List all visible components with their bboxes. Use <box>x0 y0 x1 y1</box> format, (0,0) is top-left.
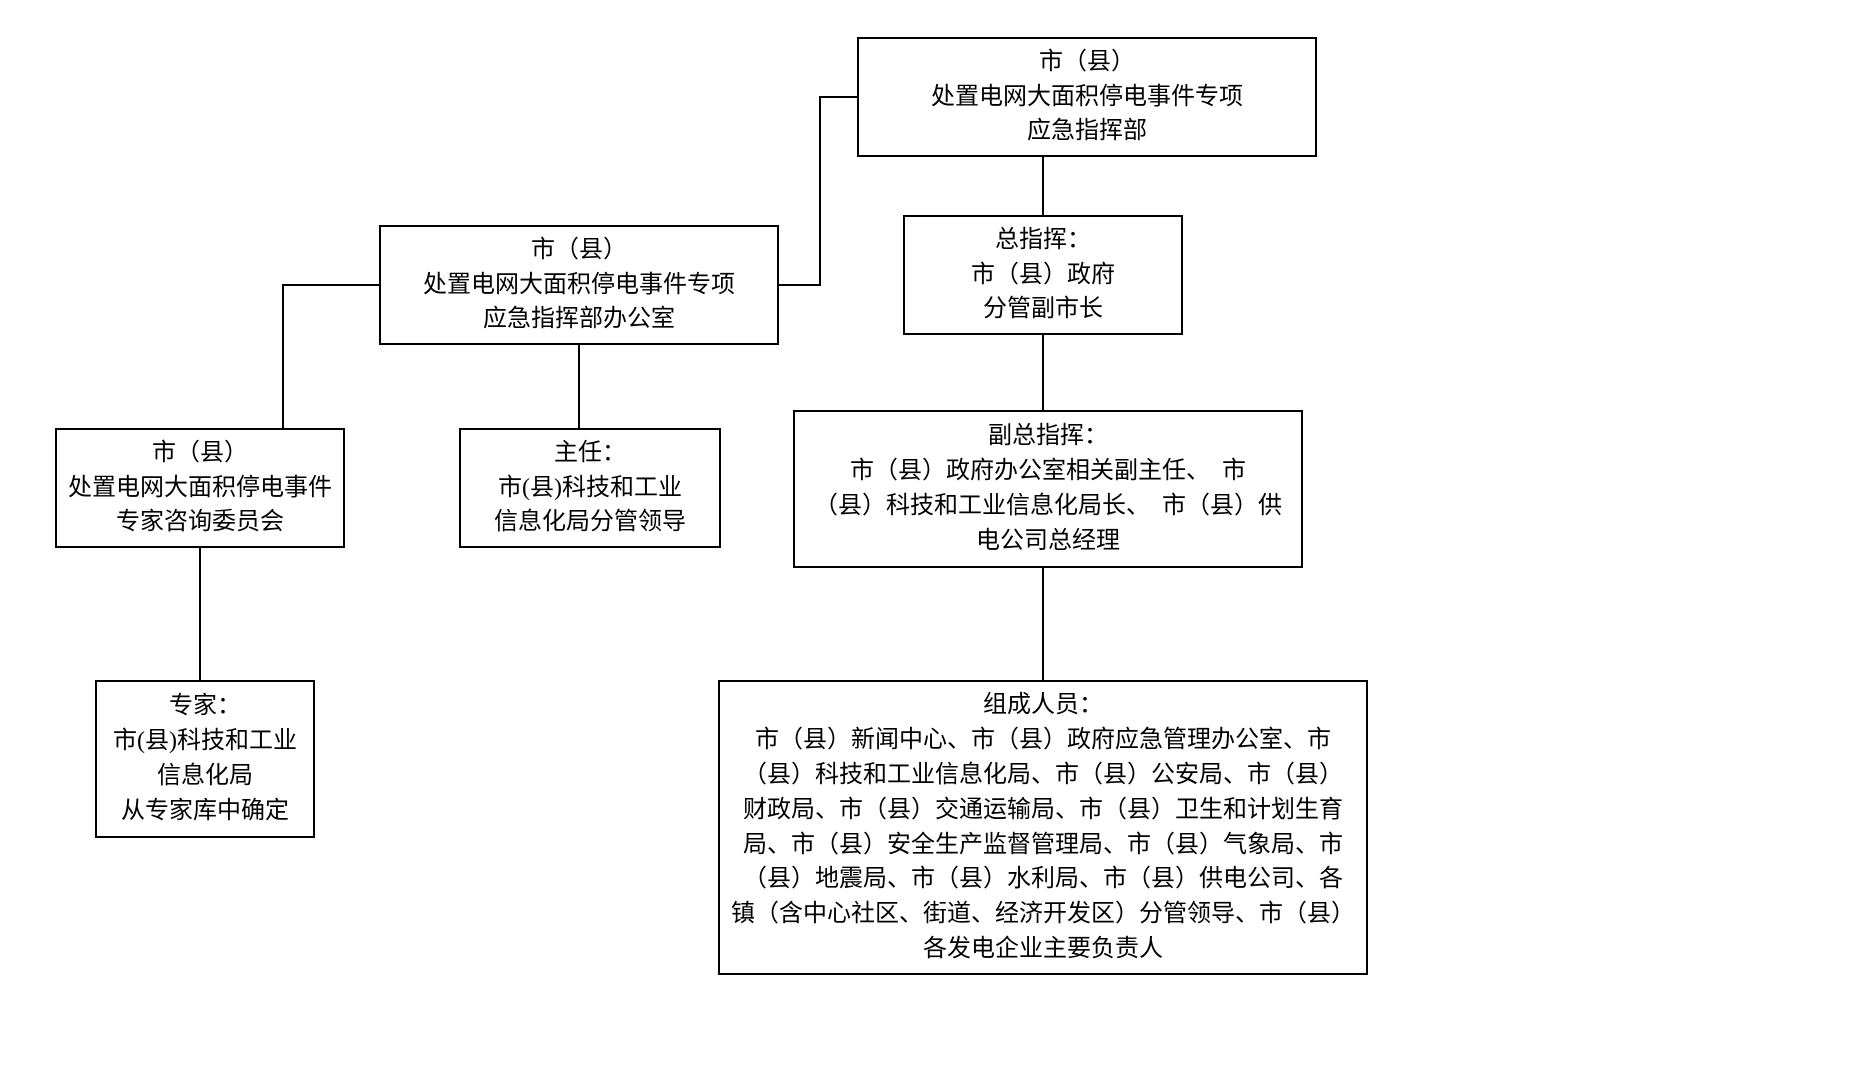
members-line-5: 财政局、市（县）交通运输局、市（县）卫生和计划生育 <box>743 793 1343 828</box>
office-line-2: 处置电网大面积停电事件专项 <box>423 268 735 303</box>
members-line-3: 市（县）新闻中心、市（县）政府应急管理办公室、市 <box>755 723 1331 758</box>
hq-line-3: 应急指挥部 <box>1027 114 1147 149</box>
node-commander: 总指挥： 市（县）政府 分管副市长 <box>903 215 1183 335</box>
director-line-1: 主任： <box>554 436 626 471</box>
deputy-line-4: 电公司总经理 <box>976 524 1120 559</box>
members-line-7: （县）地震局、市（县）水利局、市（县）供电公司、各 <box>743 862 1343 897</box>
node-advisory: 市（县） 处置电网大面积停电事件 专家咨询委员会 <box>55 428 345 548</box>
experts-line-1: 专家： <box>169 689 241 724</box>
members-line-1: 组成人员： <box>983 688 1103 723</box>
commander-line-1: 总指挥： <box>995 223 1091 258</box>
hq-line-2: 处置电网大面积停电事件专项 <box>931 80 1243 115</box>
edge-hq-to-office <box>779 97 857 285</box>
hq-line-1: 市（县） <box>1039 45 1135 80</box>
edge-office-to-advisory <box>283 285 379 428</box>
node-office: 市（县） 处置电网大面积停电事件专项 应急指挥部办公室 <box>379 225 779 345</box>
advisory-line-1: 市（县） <box>152 436 248 471</box>
advisory-line-2: 处置电网大面积停电事件 <box>68 471 332 506</box>
org-chart: 市（县） 处置电网大面积停电事件专项 应急指挥部 市（县） 处置电网大面积停电事… <box>0 0 1856 1083</box>
node-director: 主任： 市(县)科技和工业 信息化局分管领导 <box>459 428 721 548</box>
advisory-line-3: 专家咨询委员会 <box>116 505 284 540</box>
commander-line-2: 市（县）政府 <box>971 258 1115 293</box>
deputy-line-2: 市（县）政府办公室相关副主任、 市 <box>850 454 1246 489</box>
members-line-4: （县）科技和工业信息化局、市（县）公安局、市（县） <box>743 758 1343 793</box>
members-line-9: 各发电企业主要负责人 <box>923 932 1163 967</box>
members-line-6: 局、市（县）安全生产监督管理局、市（县）气象局、市 <box>743 828 1343 863</box>
node-experts: 专家： 市(县)科技和工业 信息化局 从专家库中确定 <box>95 680 315 838</box>
director-line-3: 信息化局分管领导 <box>494 505 686 540</box>
experts-line-2: 市(县)科技和工业 <box>113 724 297 759</box>
experts-line-4: 从专家库中确定 <box>121 794 289 829</box>
commander-line-3: 分管副市长 <box>983 292 1103 327</box>
office-line-1: 市（县） <box>531 233 627 268</box>
node-hq: 市（县） 处置电网大面积停电事件专项 应急指挥部 <box>857 37 1317 157</box>
office-line-3: 应急指挥部办公室 <box>483 302 675 337</box>
node-members: 组成人员： 市（县）新闻中心、市（县）政府应急管理办公室、市 （县）科技和工业信… <box>718 680 1368 975</box>
members-line-8: 镇（含中心社区、街道、经济开发区）分管领导、市（县） <box>731 897 1355 932</box>
deputy-line-1: 副总指挥： <box>988 419 1108 454</box>
experts-line-3: 信息化局 <box>157 759 253 794</box>
director-line-2: 市(县)科技和工业 <box>498 471 682 506</box>
deputy-line-3: （县）科技和工业信息化局长、 市（县）供 <box>814 489 1282 524</box>
node-deputy: 副总指挥： 市（县）政府办公室相关副主任、 市 （县）科技和工业信息化局长、 市… <box>793 410 1303 568</box>
